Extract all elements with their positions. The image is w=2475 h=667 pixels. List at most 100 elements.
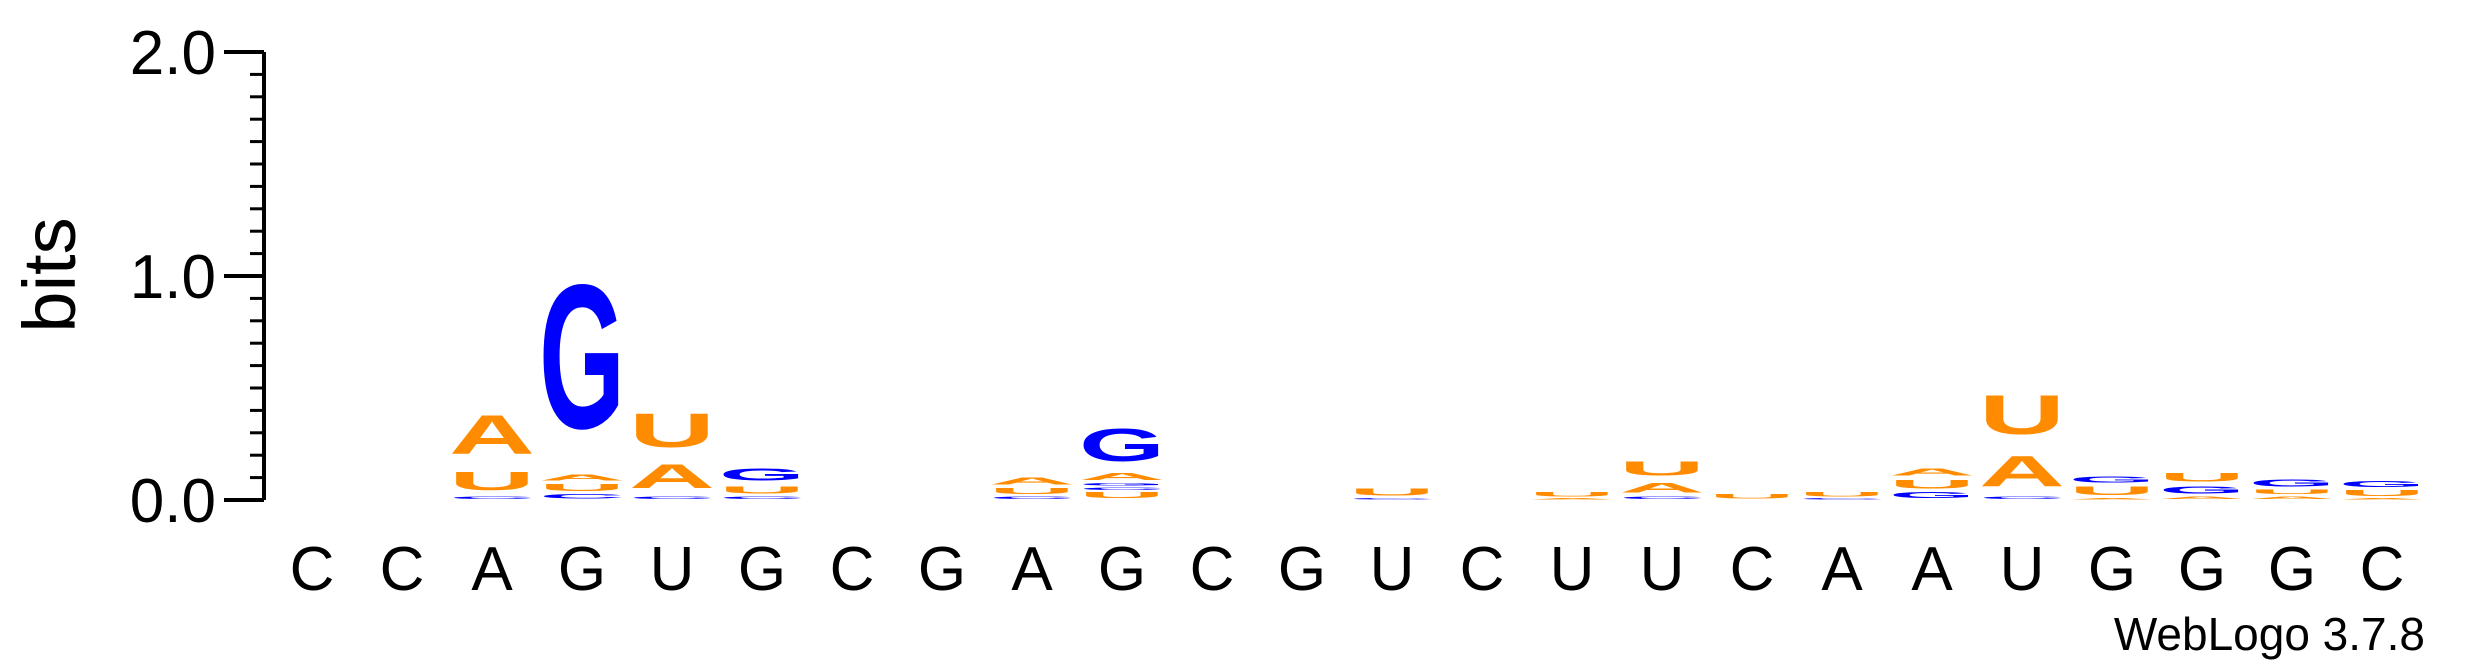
logo-letter-c: C <box>1979 496 2065 500</box>
x-tick-label: U <box>2000 535 2045 604</box>
logo-letter-g: G <box>2159 484 2245 495</box>
logo-stack: CUA <box>449 404 535 500</box>
x-tick-label: G <box>738 535 786 604</box>
logo-letter-g: G <box>2069 475 2155 484</box>
logo-stack: AUG <box>2249 478 2335 500</box>
x-tick-label: C <box>1730 535 1775 604</box>
y-tick-label: 0.0 <box>130 467 216 536</box>
logo-letter-a: A <box>539 473 625 482</box>
logo-stack: GUA <box>1889 466 1975 500</box>
x-tick-label: C <box>1460 535 1505 604</box>
x-tick-label: U <box>650 535 695 604</box>
logo-letter-a: A <box>449 404 535 467</box>
x-tick-label: C <box>290 535 335 604</box>
logo-letter-g: G <box>539 242 625 473</box>
y-major-ticks: 0.0 1.0 2.0 <box>130 19 264 536</box>
x-tick-label: U <box>1640 535 1685 604</box>
logo-letter-u: U <box>539 482 625 493</box>
logo-letter-u: U <box>2249 489 2335 496</box>
logo-letter-g: G <box>1889 491 1975 500</box>
logo-letter-g: G <box>2249 478 2335 489</box>
weblogo-credit: WebLogo 3.7.8 <box>2114 608 2425 660</box>
x-tick-label: U <box>1370 535 1415 604</box>
x-tick-label: C <box>830 535 875 604</box>
x-tick-label: A <box>471 535 513 604</box>
logo-letter-a: A <box>989 475 1075 486</box>
logo-letter-g: G <box>2339 480 2425 489</box>
logo-letter-u: U <box>1349 487 1435 498</box>
logo-letter-g: G <box>1079 419 1165 471</box>
logo-stack: CAU <box>1979 383 2065 500</box>
logo-letter-c: C <box>989 496 1075 500</box>
logo-letter-c: C <box>449 496 535 500</box>
logo-letter-c: C <box>1619 496 1705 500</box>
logo-letter-u: U <box>1079 491 1165 500</box>
logo-letter-u: U <box>1709 493 1795 500</box>
x-tick-label: G <box>1098 535 1146 604</box>
y-axis-label: bits <box>8 217 91 332</box>
logo-letter-u: U <box>1979 383 2065 446</box>
logo-stack: CU <box>1349 487 1435 500</box>
x-tick-label: U <box>1550 535 1595 604</box>
logo-letter-c: C <box>539 493 625 500</box>
logo-letter-a: A <box>2159 496 2245 500</box>
logo-stack: CUA <box>989 475 1075 500</box>
x-tick-label: C <box>380 535 425 604</box>
x-tick-label: C <box>1190 535 1235 604</box>
x-tick-label: G <box>2178 535 2226 604</box>
logo-stack: AUG <box>2339 480 2425 500</box>
x-tick-label: G <box>558 535 606 604</box>
x-tick-label: A <box>1821 535 1863 604</box>
logo-stack: CAU <box>1619 458 1705 500</box>
x-tick-label: G <box>2268 535 2316 604</box>
x-tick-label: C <box>2360 535 2405 604</box>
logo-letter-c: C <box>1799 498 1885 500</box>
logo-letter-c: C <box>1349 498 1435 500</box>
logo-letter-a: A <box>1079 471 1165 482</box>
logo-letter-u: U <box>719 484 805 495</box>
logo-letter-u: U <box>2339 489 2425 498</box>
x-tick-label: A <box>1011 535 1053 604</box>
logo-letter-u: U <box>2159 471 2245 484</box>
logo-letter-u: U <box>989 487 1075 496</box>
logo-letter-a: A <box>629 457 715 495</box>
x-tick-label: G <box>2088 535 2136 604</box>
logo-letter-u: U <box>1799 491 1885 498</box>
logo-letter-c: C <box>1079 487 1165 491</box>
logo-stack: AGU <box>2159 471 2245 500</box>
logo-letter-c: C <box>629 496 715 500</box>
y-axis: 0.0 1.0 2.0 bits <box>8 19 266 536</box>
logo-stack: CUG <box>719 464 805 500</box>
logo-letter-a: A <box>1889 466 1975 477</box>
logo-letter-u: U <box>2069 484 2155 497</box>
logo-letter-a: A <box>1529 498 1615 500</box>
logo-letter-a: A <box>1619 480 1705 496</box>
logo-stack: CAU <box>629 404 715 500</box>
logo-stack: U <box>1709 493 1795 500</box>
logo-letter-u: U <box>1619 458 1705 480</box>
logo-stack: CU <box>1799 491 1885 500</box>
y-tick-label: 1.0 <box>130 243 216 312</box>
logo-letter-c: C <box>719 496 805 500</box>
logo-letter-u: U <box>629 404 715 457</box>
x-tick-label: G <box>1278 535 1326 604</box>
y-tick-label: 2.0 <box>130 19 216 88</box>
logo-letter-u: U <box>1529 491 1615 498</box>
logo-stack: AU <box>1529 491 1615 500</box>
logo-letter-u: U <box>1889 477 1975 490</box>
logo-letter-a: A <box>2249 496 2335 500</box>
x-tick-label: G <box>918 535 966 604</box>
logo-letter-a: A <box>2339 498 2425 500</box>
logo-stack: AUG <box>2069 475 2155 500</box>
logo-letter-a: A <box>2069 498 2155 500</box>
x-tick-label: A <box>1911 535 1953 604</box>
logo-letter-g: G <box>1079 482 1165 487</box>
logo-letter-u: U <box>449 467 535 496</box>
logo-letter-a: A <box>1979 447 2065 496</box>
logo-letter-g: G <box>719 464 805 484</box>
